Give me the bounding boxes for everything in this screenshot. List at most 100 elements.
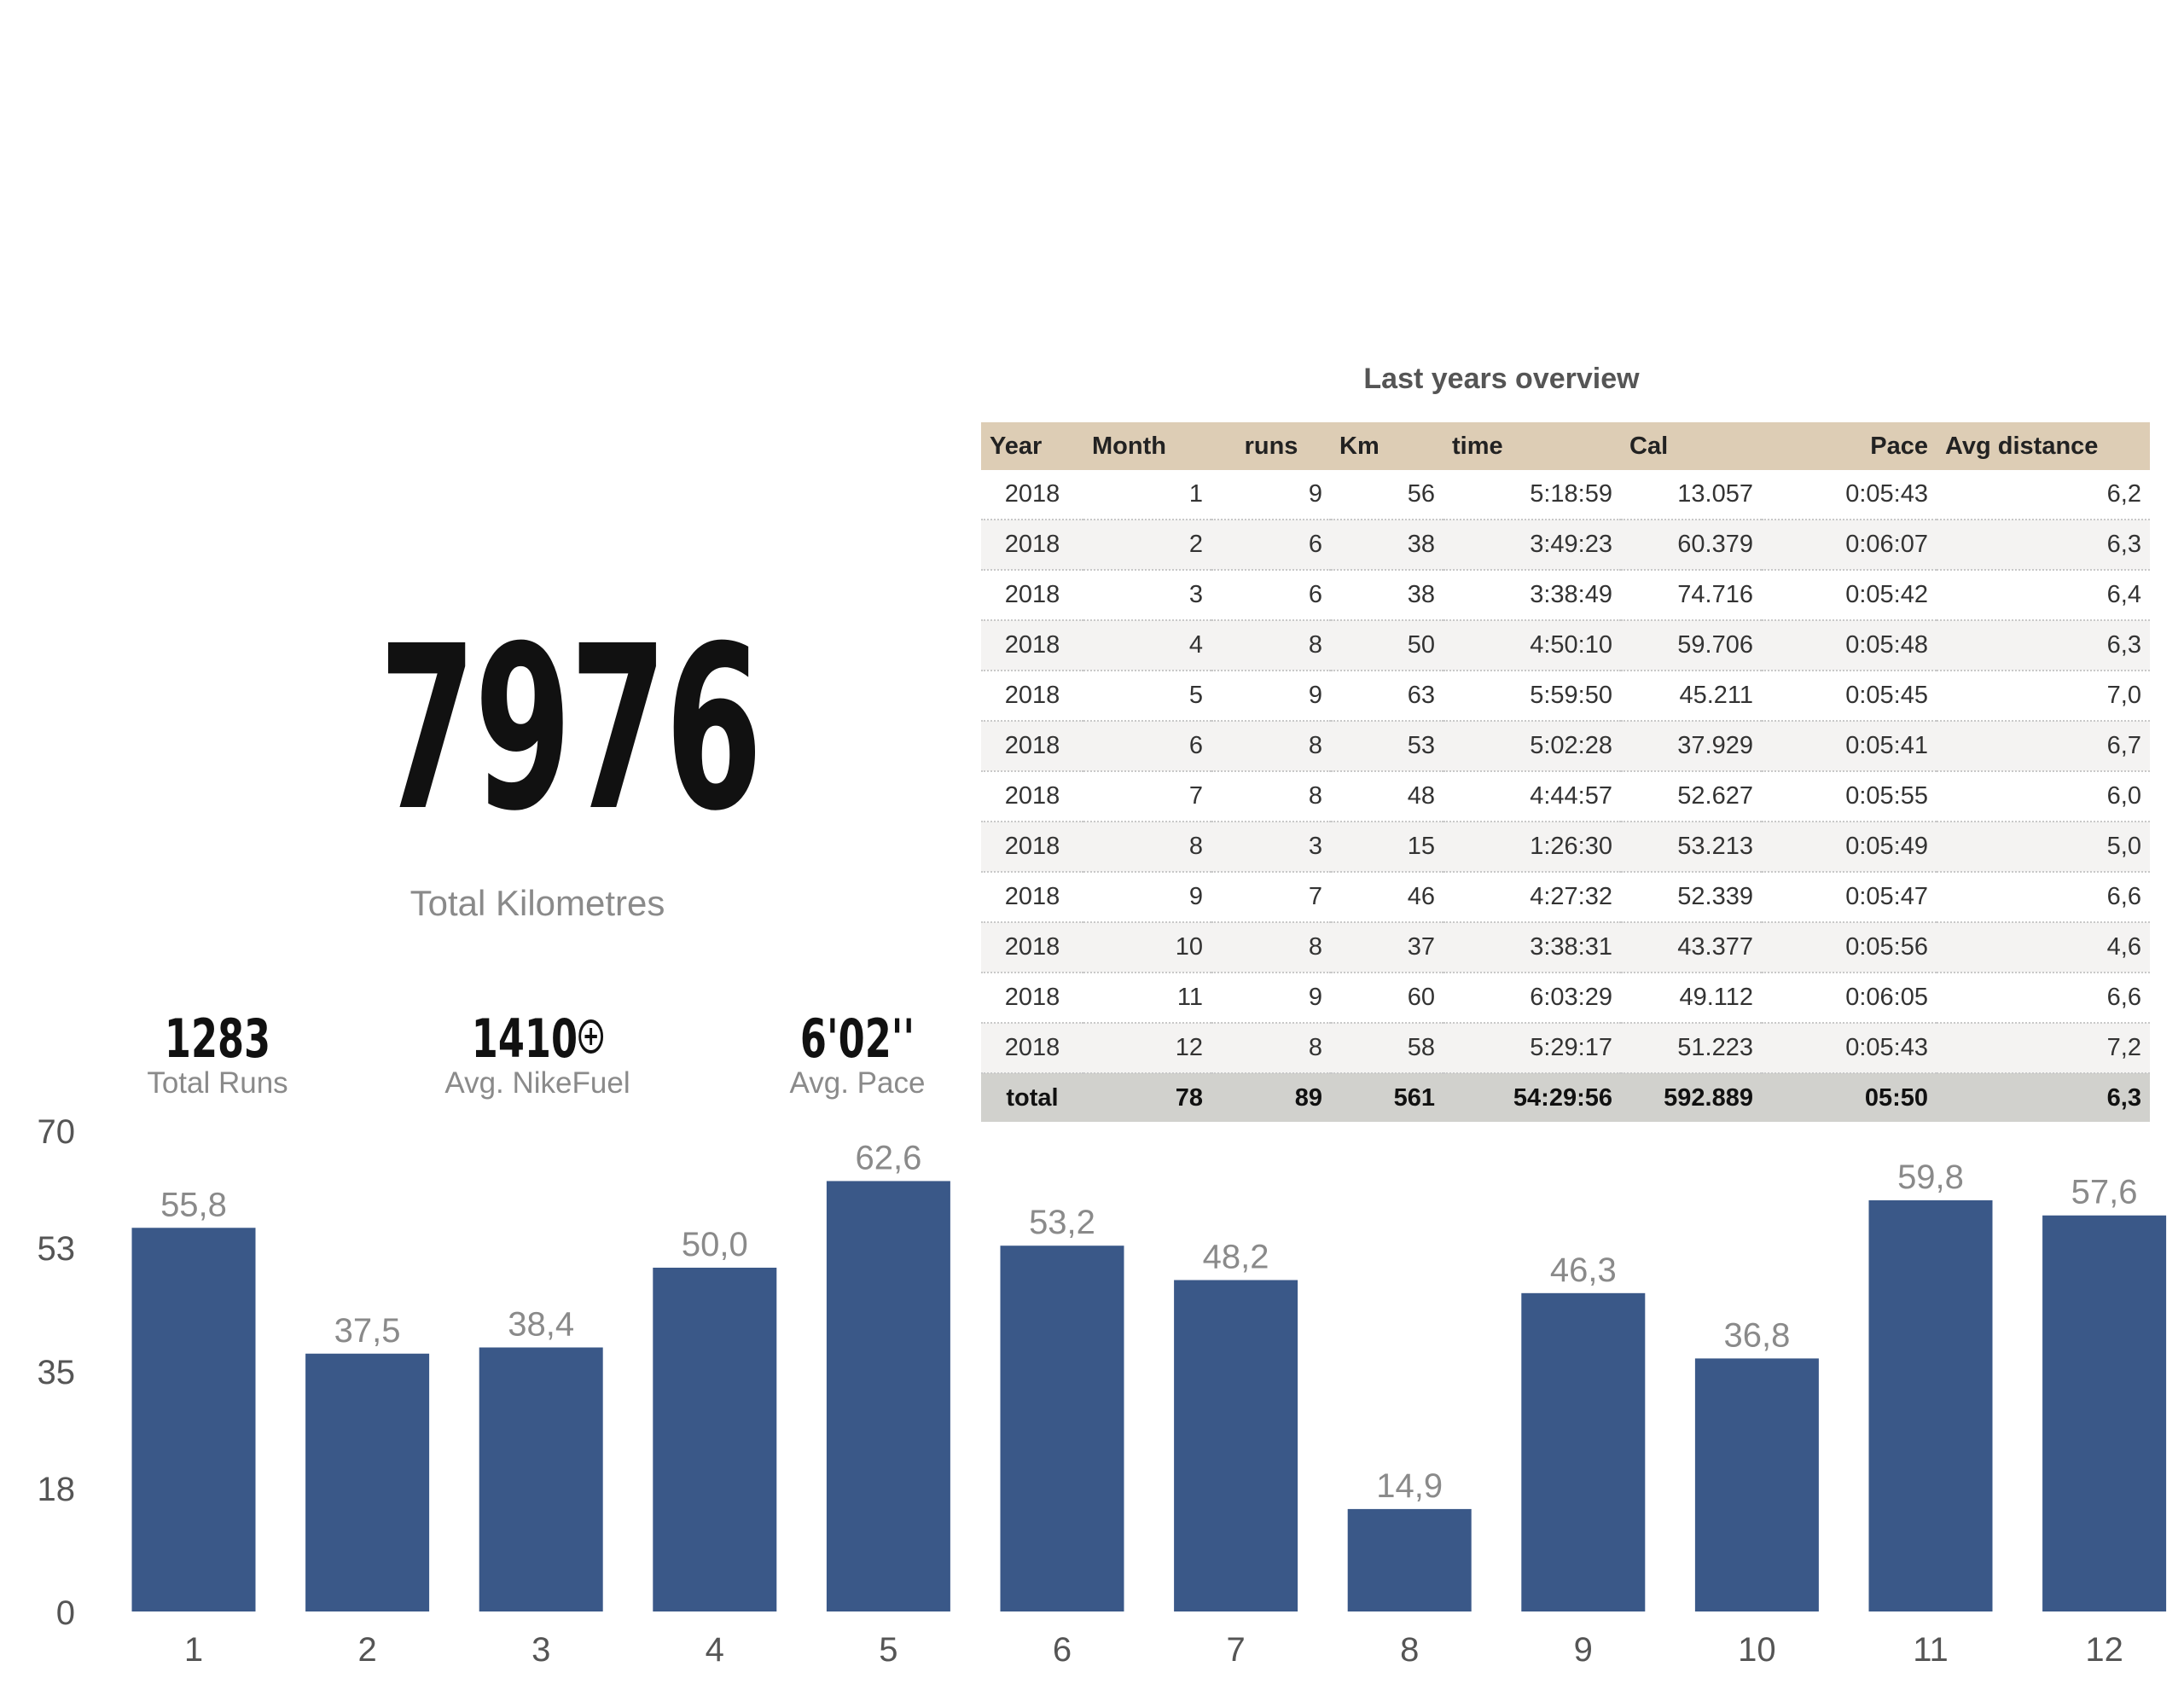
bar-month-3 (479, 1347, 603, 1611)
avg-nikefuel-label: Avg. NikeFuel (444, 1066, 630, 1100)
bar-value-label: 46,3 (1550, 1251, 1617, 1289)
cell-time: 5:29:17 (1443, 1023, 1621, 1074)
cell-time: 6:03:29 (1443, 973, 1621, 1024)
header-runs: runs (1211, 422, 1331, 470)
cell-km: 63 (1331, 671, 1443, 722)
cell-year: 2018 (981, 1023, 1083, 1074)
cell-km: 38 (1331, 570, 1443, 621)
bar-month-5 (826, 1181, 950, 1611)
cell-year: 2018 (981, 520, 1083, 571)
cell-cal: 37.929 (1621, 721, 1762, 772)
cell-year: 2018 (981, 570, 1083, 621)
bar-value-label: 50,0 (682, 1226, 748, 1263)
cell-month: 12 (1083, 1023, 1211, 1074)
total-label: total (981, 1073, 1083, 1122)
cell-year: 2018 (981, 721, 1083, 772)
cell-km: 46 (1331, 872, 1443, 923)
cell-runs: 9 (1211, 470, 1331, 520)
x-tick-label: 11 (1913, 1631, 1949, 1669)
total-pace: 05:50 (1762, 1073, 1937, 1122)
cell-cal: 51.223 (1621, 1023, 1762, 1074)
cell-runs: 3 (1211, 822, 1331, 873)
bar-value-label: 57,6 (2071, 1174, 2138, 1211)
cell-avg-distance: 5,0 (1937, 822, 2150, 873)
cell-pace: 0:05:43 (1762, 1023, 1937, 1074)
cell-runs: 6 (1211, 570, 1331, 621)
cell-month: 5 (1083, 671, 1211, 722)
total-kilometres-value: 7976 (379, 598, 763, 861)
cell-cal: 43.377 (1621, 922, 1762, 973)
header-time: time (1443, 422, 1621, 470)
table-row: 2018 4 8 50 4:50:10 59.706 0:05:48 6,3 (981, 620, 2150, 671)
cell-year: 2018 (981, 872, 1083, 923)
cell-runs: 6 (1211, 520, 1331, 571)
x-tick-label: 2 (357, 1631, 376, 1669)
x-tick-label: 3 (531, 1631, 550, 1669)
cell-runs: 8 (1211, 922, 1331, 973)
bar-month-1 (131, 1228, 256, 1611)
bar-value-label: 38,4 (508, 1305, 574, 1343)
monthly-km-bar-chart: 0 18 35 53 70 55,8 1 37,5 2 38,4 3 50,0 4 62,6 5 53,2 6 4… (38, 1113, 2167, 1669)
cell-pace: 0:05:55 (1762, 771, 1937, 822)
header-month: Month (1083, 422, 1211, 470)
x-tick-label: 4 (706, 1631, 724, 1669)
cell-time: 4:44:57 (1443, 771, 1621, 822)
cell-km: 38 (1331, 520, 1443, 571)
header-km: Km (1331, 422, 1443, 470)
cell-km: 60 (1331, 973, 1443, 1024)
table-row: 2018 12 8 58 5:29:17 51.223 0:05:43 7,2 (981, 1023, 2150, 1074)
bar-month-12 (2042, 1215, 2167, 1611)
cell-time: 5:02:28 (1443, 721, 1621, 772)
header-year: Year (981, 422, 1083, 470)
table-row: 2018 10 8 37 3:38:31 43.377 0:05:56 4,6 (981, 922, 2150, 973)
table-row: 2018 1 9 56 5:18:59 13.057 0:05:43 6,2 (981, 470, 2150, 520)
cell-month: 10 (1083, 922, 1211, 973)
table-title: Last years overview (1363, 363, 1640, 395)
cell-year: 2018 (981, 771, 1083, 822)
total-time: 54:29:56 (1443, 1073, 1621, 1122)
total-runs: 89 (1211, 1073, 1331, 1122)
cell-year: 2018 (981, 671, 1083, 722)
bar-value-label: 37,5 (334, 1312, 401, 1350)
cell-pace: 0:05:48 (1762, 620, 1937, 671)
bar-month-10 (1694, 1358, 1819, 1611)
cell-km: 15 (1331, 822, 1443, 873)
table-row: 2018 9 7 46 4:27:32 52.339 0:05:47 6,6 (981, 872, 2150, 923)
cell-cal: 60.379 (1621, 520, 1762, 571)
bar-value-label: 59,8 (1897, 1158, 1964, 1196)
cell-runs: 7 (1211, 872, 1331, 923)
bar-value-label: 62,6 (855, 1139, 921, 1176)
y-tick-label: 70 (38, 1113, 76, 1151)
avg-pace-label: Avg. Pace (789, 1066, 926, 1100)
cell-cal: 52.339 (1621, 872, 1762, 923)
cell-month: 7 (1083, 771, 1211, 822)
cell-runs: 8 (1211, 620, 1331, 671)
cell-km: 48 (1331, 771, 1443, 822)
bar-month-11 (1868, 1200, 1993, 1611)
bar-value-label: 14,9 (1376, 1467, 1443, 1505)
header-cal: Cal (1621, 422, 1762, 470)
bar-value-label: 48,2 (1203, 1239, 1269, 1276)
bar-value-label: 53,2 (1029, 1204, 1095, 1241)
y-tick-label: 0 (56, 1594, 75, 1632)
cell-time: 1:26:30 (1443, 822, 1621, 873)
cell-month: 8 (1083, 822, 1211, 873)
total-avg-distance: 6,3 (1937, 1073, 2150, 1122)
bar-value-label: 36,8 (1723, 1316, 1790, 1354)
cell-runs: 8 (1211, 721, 1331, 772)
cell-pace: 0:05:49 (1762, 822, 1937, 873)
cell-time: 5:18:59 (1443, 470, 1621, 520)
cell-cal: 59.706 (1621, 620, 1762, 671)
table-total-row: total 78 89 561 54:29:56 592.889 05:50 6… (981, 1073, 2150, 1122)
bar-month-7 (1174, 1280, 1298, 1611)
cell-month: 9 (1083, 872, 1211, 923)
cell-cal: 45.211 (1621, 671, 1762, 722)
avg-nikefuel-value: 1410 (433, 1011, 642, 1067)
cell-time: 4:50:10 (1443, 620, 1621, 671)
total-runs-value: 1283 (164, 1007, 271, 1070)
cell-runs: 8 (1211, 1023, 1331, 1074)
bar-month-9 (1521, 1292, 1646, 1611)
y-tick-label: 18 (38, 1471, 76, 1508)
x-tick-label: 9 (1574, 1631, 1593, 1669)
cell-avg-distance: 4,6 (1937, 922, 2150, 973)
